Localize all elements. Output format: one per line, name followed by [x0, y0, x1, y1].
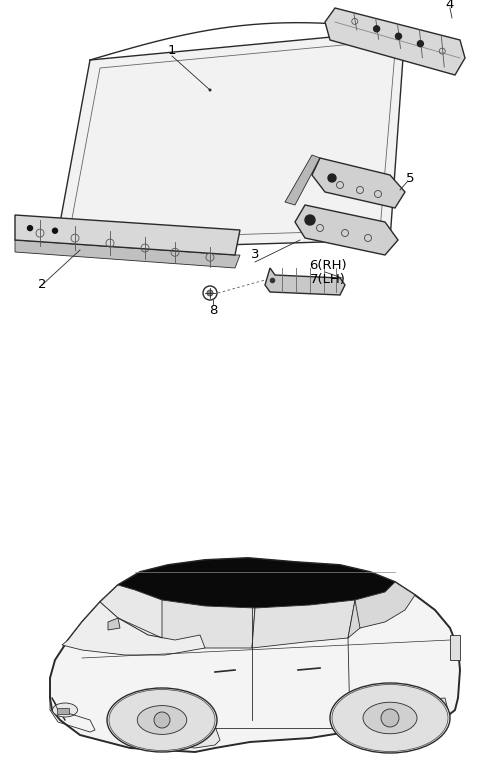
Circle shape [27, 226, 33, 231]
Circle shape [305, 215, 315, 225]
Polygon shape [50, 558, 460, 752]
Polygon shape [312, 158, 405, 208]
Text: 5: 5 [406, 171, 414, 184]
Circle shape [418, 40, 423, 46]
Polygon shape [338, 698, 448, 730]
Polygon shape [162, 600, 255, 648]
Circle shape [52, 228, 58, 233]
Polygon shape [252, 600, 355, 648]
Text: 7(LH): 7(LH) [310, 274, 346, 287]
Text: 3: 3 [251, 249, 259, 261]
Polygon shape [118, 558, 395, 608]
Text: 2: 2 [38, 278, 46, 291]
Circle shape [373, 26, 380, 32]
Polygon shape [55, 30, 405, 250]
Text: 8: 8 [209, 304, 217, 316]
Circle shape [154, 712, 170, 728]
Circle shape [207, 290, 213, 296]
Ellipse shape [332, 684, 448, 752]
Ellipse shape [137, 705, 187, 735]
Text: 4: 4 [446, 0, 454, 12]
Ellipse shape [107, 688, 217, 752]
Polygon shape [15, 240, 240, 268]
Polygon shape [295, 205, 398, 255]
Ellipse shape [52, 703, 77, 717]
Polygon shape [62, 602, 205, 655]
Circle shape [208, 88, 212, 91]
Circle shape [396, 33, 401, 40]
Ellipse shape [330, 683, 450, 753]
Polygon shape [325, 8, 465, 75]
Polygon shape [15, 215, 240, 255]
Polygon shape [110, 720, 220, 748]
Polygon shape [265, 268, 345, 295]
Ellipse shape [109, 690, 215, 750]
Bar [450, 635, 460, 660]
Text: 1: 1 [168, 43, 176, 57]
Ellipse shape [363, 702, 417, 734]
Circle shape [381, 709, 399, 727]
Polygon shape [285, 155, 320, 205]
Circle shape [328, 174, 336, 182]
Polygon shape [108, 618, 120, 630]
Text: 6(RH): 6(RH) [309, 259, 347, 271]
Bar [57, 708, 69, 714]
Polygon shape [100, 585, 205, 640]
Polygon shape [348, 582, 415, 638]
